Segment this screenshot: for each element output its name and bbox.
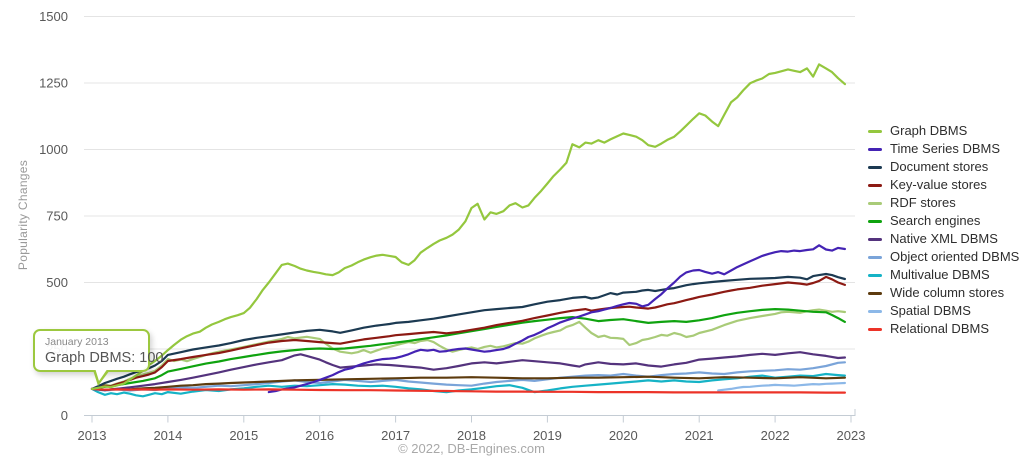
legend-label: Spatial DBMS bbox=[890, 303, 971, 318]
legend: Graph DBMS Time Series DBMS Document store… bbox=[868, 122, 1019, 338]
legend-swatch-icon bbox=[868, 129, 882, 133]
x-tick-label: 2014 bbox=[153, 428, 182, 443]
legend-item-graph-dbms[interactable]: Graph DBMS bbox=[868, 122, 1019, 140]
series-line-key-value-stores[interactable] bbox=[90, 275, 847, 390]
x-tick-label: 2019 bbox=[533, 428, 562, 443]
legend-label: Search engines bbox=[890, 213, 981, 228]
series-line-time-series-dbms[interactable] bbox=[267, 244, 847, 394]
series-line-document-stores[interactable] bbox=[90, 272, 847, 390]
y-tick-label: 1250 bbox=[39, 76, 68, 91]
legend-swatch-icon bbox=[868, 273, 882, 277]
legend-item-rdf-stores[interactable]: RDF stores bbox=[868, 194, 1019, 212]
legend-item-relational-dbms[interactable]: Relational DBMS bbox=[868, 320, 1019, 338]
tooltip: January 2013 Graph DBMS: 100 bbox=[33, 329, 164, 386]
legend-swatch-icon bbox=[868, 165, 882, 169]
legend-label: Object oriented DBMS bbox=[890, 249, 1020, 264]
legend-item-search-engines[interactable]: Search engines bbox=[868, 212, 1019, 230]
series-line-native-xml-dbms[interactable] bbox=[90, 351, 847, 392]
legend-label: Relational DBMS bbox=[890, 321, 989, 336]
tooltip-date: January 2013 bbox=[45, 336, 109, 348]
y-axis-title: Popularity Changes bbox=[16, 159, 30, 271]
x-tick-label: 2021 bbox=[685, 428, 714, 443]
legend-label: RDF stores bbox=[890, 195, 956, 210]
y-tick-label: 1500 bbox=[39, 9, 68, 24]
tooltip-pointer-fill bbox=[95, 368, 108, 381]
x-tick-label: 2017 bbox=[381, 428, 410, 443]
series-line-spatial-dbms[interactable] bbox=[717, 381, 847, 392]
legend-item-wide-column-stores[interactable]: Wide column stores bbox=[868, 284, 1019, 302]
legend-swatch-icon bbox=[868, 147, 882, 151]
legend-item-multivalue-dbms[interactable]: Multivalue DBMS bbox=[868, 266, 1019, 284]
x-tick-label: 2020 bbox=[609, 428, 638, 443]
legend-item-document-stores[interactable]: Document stores bbox=[868, 158, 1019, 176]
series-line-wide-column-stores[interactable] bbox=[90, 375, 847, 392]
legend-label: Native XML DBMS bbox=[890, 231, 998, 246]
x-tick-label: 2023 bbox=[837, 428, 866, 443]
series-line-object-oriented-dbms[interactable] bbox=[90, 361, 847, 392]
legend-item-native-xml-dbms[interactable]: Native XML DBMS bbox=[868, 230, 1019, 248]
y-tick-label: 1000 bbox=[39, 142, 68, 157]
legend-label: Multivalue DBMS bbox=[890, 267, 990, 282]
x-tick-label: 2018 bbox=[457, 428, 486, 443]
tooltip-value: Graph DBMS: 100 bbox=[45, 350, 164, 366]
legend-item-time-series-dbms[interactable]: Time Series DBMS bbox=[868, 140, 1019, 158]
legend-label: Key-value stores bbox=[890, 177, 987, 192]
series-line-relational-dbms[interactable] bbox=[90, 387, 847, 394]
legend-swatch-icon bbox=[868, 237, 882, 241]
legend-swatch-icon bbox=[868, 291, 882, 295]
legend-label: Wide column stores bbox=[890, 285, 1005, 300]
legend-item-spatial-dbms[interactable]: Spatial DBMS bbox=[868, 302, 1019, 320]
legend-swatch-icon bbox=[868, 309, 882, 313]
x-tick-label: 2015 bbox=[229, 428, 258, 443]
y-tick-label: 500 bbox=[46, 275, 68, 290]
copyright-notice: © 2022, DB-Engines.com bbox=[398, 441, 545, 456]
legend-swatch-icon bbox=[868, 327, 882, 331]
y-tick-label: 750 bbox=[46, 209, 68, 224]
legend-label: Document stores bbox=[890, 159, 989, 174]
series-line-graph-dbms[interactable] bbox=[90, 63, 847, 390]
x-tick-label: 2016 bbox=[305, 428, 334, 443]
y-tick-label: 0 bbox=[61, 408, 68, 423]
x-tick-label: 2013 bbox=[78, 428, 107, 443]
legend-label: Graph DBMS bbox=[890, 123, 968, 138]
legend-label: Time Series DBMS bbox=[890, 141, 1001, 156]
legend-swatch-icon bbox=[868, 201, 882, 205]
x-tick-label: 2022 bbox=[761, 428, 790, 443]
legend-item-object-oriented-dbms[interactable]: Object oriented DBMS bbox=[868, 248, 1019, 266]
series-line-search-engines[interactable] bbox=[90, 308, 847, 390]
legend-item-key-value-stores[interactable]: Key-value stores bbox=[868, 176, 1019, 194]
legend-swatch-icon bbox=[868, 255, 882, 259]
legend-swatch-icon bbox=[868, 219, 882, 223]
legend-swatch-icon bbox=[868, 183, 882, 187]
